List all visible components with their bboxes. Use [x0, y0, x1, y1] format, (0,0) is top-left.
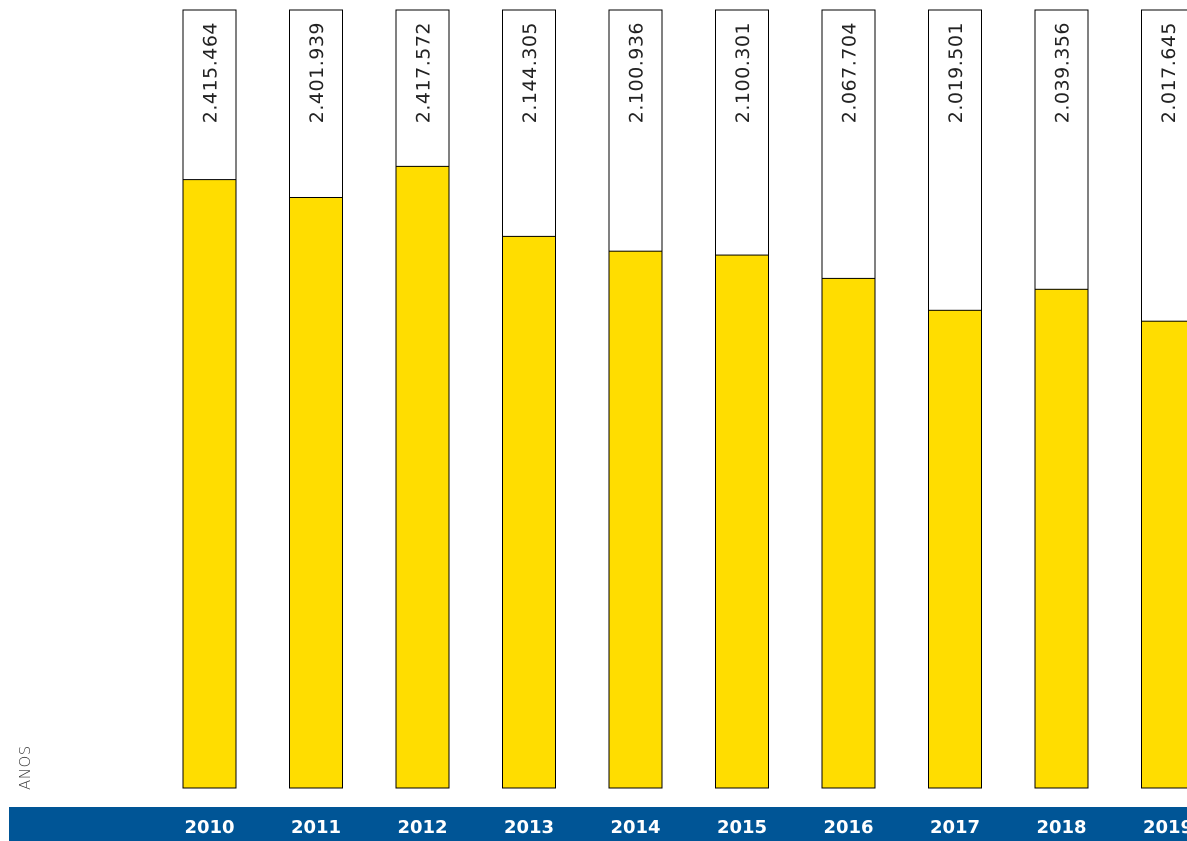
bar-fill-2016 — [821, 277, 876, 789]
value-label-2019: 2.017.645 — [1158, 22, 1180, 123]
bar-group-2012: 2.417.572 2012 — [395, 9, 450, 838]
value-label-2015: 2.100.301 — [732, 22, 754, 123]
bar-group-2013: 2.144.305 2013 — [502, 9, 556, 838]
bar-fill-2017 — [928, 309, 982, 789]
bar-fill-2010 — [182, 179, 237, 789]
value-label-2012: 2.417.572 — [413, 22, 435, 123]
bar-fill-2015 — [715, 254, 769, 789]
year-label-2015: 2015 — [717, 817, 767, 838]
year-label-2010: 2010 — [184, 817, 234, 838]
bar-fill-2011 — [289, 196, 343, 789]
year-label-2017: 2017 — [930, 817, 980, 838]
bar-group-2015: 2.100.301 2015 — [715, 9, 769, 838]
bar-group-2018: 2.039.356 2018 — [1034, 9, 1089, 838]
bar-fill-2012 — [395, 165, 450, 789]
value-label-2010: 2.415.464 — [200, 22, 222, 123]
year-label-2016: 2016 — [823, 817, 873, 838]
bar-group-2014: 2.100.936 2014 — [608, 9, 663, 838]
year-label-2012: 2012 — [397, 817, 447, 838]
bar-group-2016: 2.067.704 2016 — [821, 9, 876, 838]
year-label-2019: 2019 — [1143, 817, 1187, 838]
value-label-2017: 2.019.501 — [945, 22, 967, 123]
value-label-2018: 2.039.356 — [1052, 22, 1074, 123]
value-label-2011: 2.401.939 — [306, 22, 328, 123]
value-label-2014: 2.100.936 — [626, 22, 648, 123]
bar-fill-2013 — [502, 235, 556, 789]
bar-group-2010: 2.415.464 2010 — [182, 9, 237, 838]
value-label-2016: 2.067.704 — [839, 22, 861, 123]
bar-fill-2019 — [1141, 320, 1187, 789]
year-label-2013: 2013 — [504, 817, 554, 838]
year-label-2014: 2014 — [610, 817, 660, 838]
year-label-2011: 2011 — [291, 817, 341, 838]
year-axis-band — [9, 807, 1187, 841]
year-label-2018: 2018 — [1036, 817, 1086, 838]
axis-label-anos: ANOS — [16, 745, 34, 790]
bar-group-2017: 2.019.501 2017 — [928, 9, 982, 838]
bar-fill-2014 — [608, 250, 663, 789]
value-label-2013: 2.144.305 — [519, 22, 541, 123]
bar-group-2011: 2.401.939 2011 — [289, 9, 343, 838]
bar-group-2019: 2.017.645 2019 — [1141, 9, 1187, 838]
bar-fill-2018 — [1034, 288, 1089, 789]
